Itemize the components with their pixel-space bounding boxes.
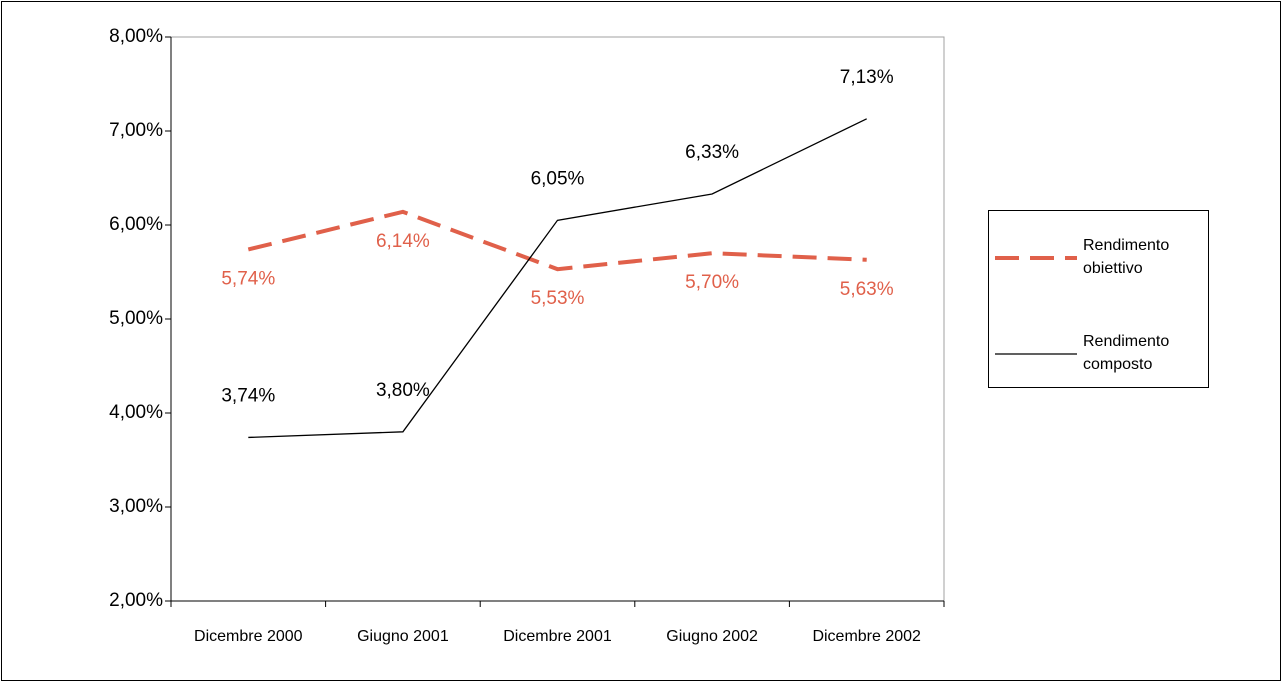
data-label: 7,13% [840,67,894,88]
x-tick-label: Dicembre 2000 [194,628,303,645]
series-line [248,118,867,439]
data-label: 5,63% [840,279,894,300]
legend-label: Rendimento obiettivo [1083,237,1170,277]
y-tick-label: 2,00% [109,590,163,611]
y-tick-label: 3,00% [109,496,163,517]
data-label: 3,74% [221,385,275,406]
data-label: 6,05% [531,168,585,189]
legend-box [988,210,1209,388]
data-label: 6,33% [685,142,739,163]
x-tick-label: Giugno 2001 [357,628,449,645]
plot-area [170,36,945,602]
y-tick-label: 7,00% [109,120,163,141]
data-label: 5,53% [531,288,585,309]
data-label: 6,14% [376,231,430,252]
legend-label: Rendimento composto [1083,333,1170,373]
x-tick-label: Dicembre 2001 [503,628,612,645]
data-label: 5,74% [221,268,275,289]
data-label: 3,80% [376,380,430,401]
y-tick-label: 4,00% [109,402,163,423]
y-tick-label: 5,00% [109,308,163,329]
y-tick-label: 8,00% [109,26,163,47]
x-tick-label: Giugno 2002 [666,628,758,645]
y-tick-label: 6,00% [109,214,163,235]
x-tick-label: Dicembre 2002 [812,628,921,645]
series-line [247,209,867,272]
data-label: 5,70% [685,272,739,293]
